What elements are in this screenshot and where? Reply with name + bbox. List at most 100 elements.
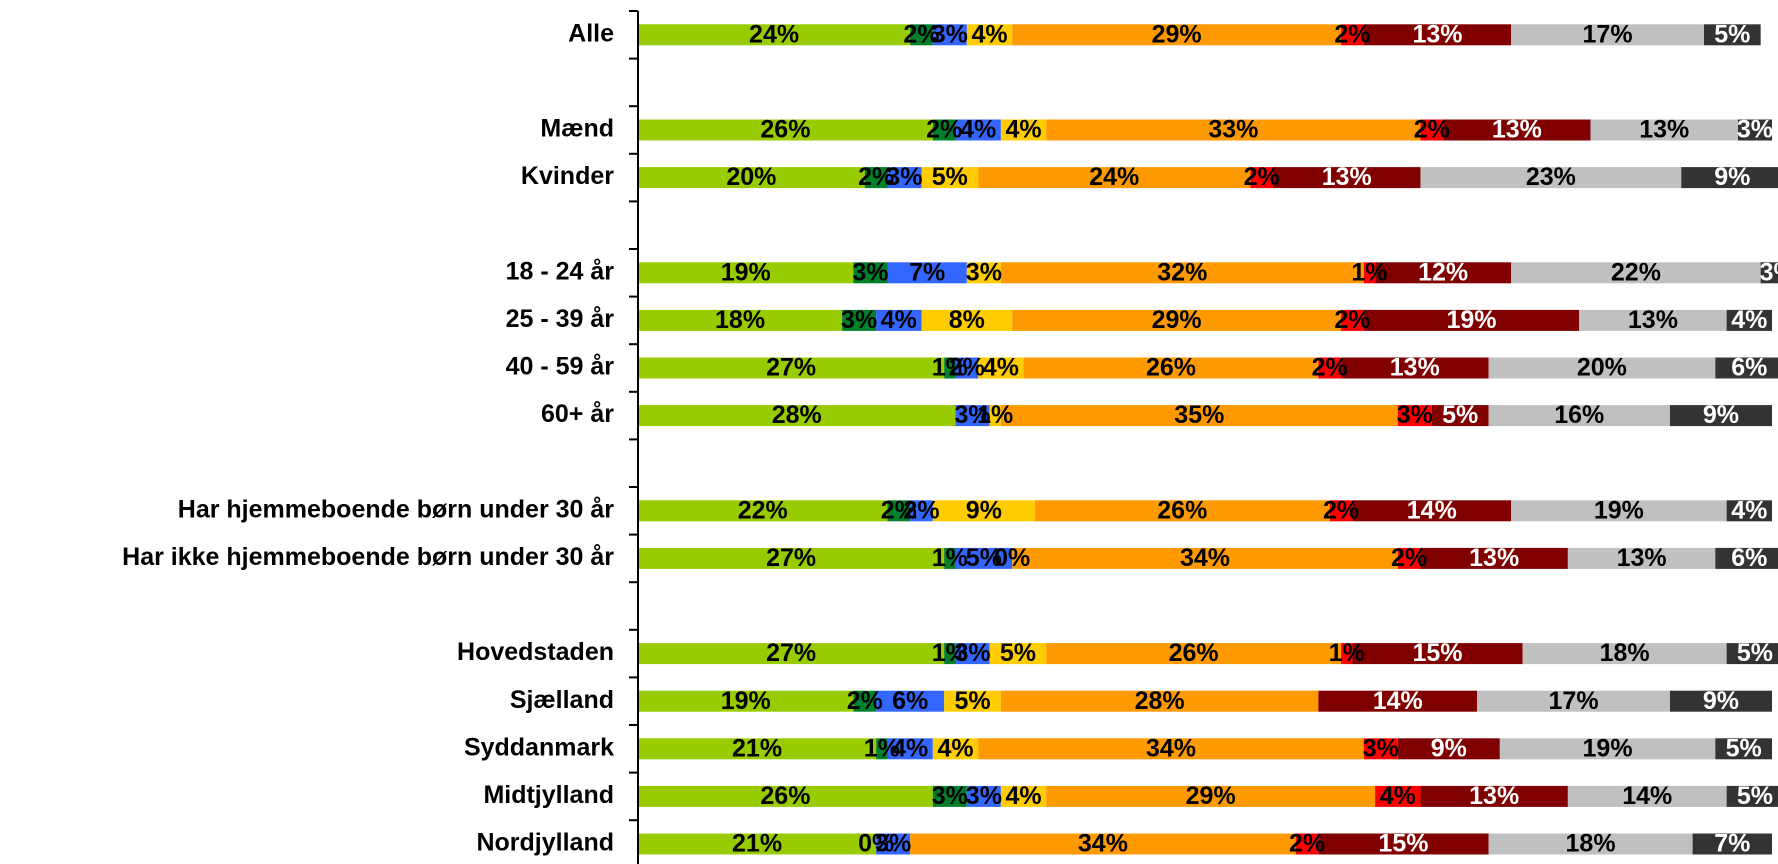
value-label: 2%	[949, 354, 985, 382]
bar-segment	[1352, 643, 1523, 665]
bar-segment	[955, 357, 979, 379]
value-label: 1%	[932, 354, 968, 382]
value-label: 2%	[881, 496, 917, 524]
bar-segment	[1715, 357, 1778, 379]
bar-segment	[1726, 643, 1778, 665]
y-tick-label: Har ikke hjemmeboende børn under 30 år	[122, 543, 614, 571]
value-label: 2%	[1289, 830, 1325, 858]
bar-segment	[932, 119, 956, 141]
value-label: 28%	[772, 401, 822, 429]
bar-segment	[955, 405, 990, 427]
bar-segment	[1012, 24, 1342, 46]
bar-segment	[966, 24, 1013, 46]
bar-segment	[1363, 738, 1398, 760]
bar-segment	[1318, 690, 1478, 712]
value-label: 13%	[1639, 116, 1689, 144]
bar-segment	[1012, 309, 1342, 331]
bar-segment	[638, 262, 854, 284]
bar-segment	[638, 738, 877, 760]
bar-segment	[944, 643, 956, 665]
bar-segment	[887, 262, 967, 284]
bar-segment	[1341, 357, 1489, 379]
bar-segment	[1522, 643, 1727, 665]
value-label: 1%	[977, 401, 1013, 429]
value-label: 34%	[1078, 830, 1128, 858]
value-label: 27%	[766, 354, 816, 382]
y-tick-label: Sjælland	[510, 686, 614, 714]
bar-segment	[1692, 833, 1772, 855]
bar-segment	[1590, 119, 1738, 141]
value-label: 3%	[886, 163, 922, 191]
y-tick-label: Alle	[568, 19, 614, 47]
value-label: 32%	[1157, 258, 1207, 286]
value-label: 3%	[966, 782, 1002, 810]
bar-segment	[1511, 262, 1761, 284]
bar-segment	[1000, 262, 1364, 284]
value-label: 29%	[1186, 782, 1236, 810]
value-label: 5%	[1442, 401, 1478, 429]
bar-segment	[638, 357, 945, 379]
bar-segment	[955, 547, 1013, 569]
value-label: 18%	[1566, 830, 1616, 858]
value-label: 13%	[1628, 306, 1678, 334]
value-label: 4%	[937, 734, 973, 762]
value-label: 14%	[1407, 496, 1457, 524]
bar-segment	[1477, 690, 1670, 712]
value-label: 13%	[1617, 544, 1667, 572]
value-label: 7%	[909, 258, 945, 286]
bar-segment	[1397, 547, 1421, 569]
value-label: 6%	[892, 687, 928, 715]
bar-segment	[1511, 500, 1727, 522]
bar-segment	[1341, 24, 1364, 46]
bar-segment	[1420, 167, 1682, 189]
bar-segment	[638, 547, 945, 569]
value-label: 13%	[1469, 544, 1519, 572]
value-label: 15%	[1378, 830, 1428, 858]
value-label: 1%	[1351, 258, 1387, 286]
bar-segment	[638, 309, 843, 331]
value-label: 1%	[932, 639, 968, 667]
value-label: 18%	[715, 306, 765, 334]
bar-segment	[1669, 690, 1772, 712]
y-tick-label: 25 - 39 år	[506, 305, 615, 333]
bar-segment	[1443, 119, 1591, 141]
value-label: 3%	[852, 258, 888, 286]
value-label: 19%	[721, 258, 771, 286]
bar-segment	[1295, 833, 1319, 855]
value-label: 5%	[966, 544, 1002, 572]
value-label: 4%	[892, 734, 928, 762]
value-label: 2%	[1334, 20, 1370, 48]
value-label: 14%	[1622, 782, 1672, 810]
bar-segment	[1726, 785, 1778, 807]
value-label: 13%	[1492, 116, 1542, 144]
value-label: 9%	[1714, 163, 1750, 191]
bar-segment	[910, 833, 1296, 855]
bar-segment	[955, 643, 990, 665]
bar-segment	[876, 738, 888, 760]
bar-segment	[978, 738, 1364, 760]
bar-segment	[921, 167, 979, 189]
bar-segment	[1567, 547, 1716, 569]
value-label: 3%	[954, 401, 990, 429]
bar-segment	[932, 24, 967, 46]
value-label: 12%	[1418, 258, 1468, 286]
y-tick-label: Kvinder	[521, 162, 614, 190]
value-label: 13%	[1469, 782, 1519, 810]
bar-segment	[1341, 643, 1353, 665]
bar-segment	[1488, 405, 1670, 427]
bar-segment	[638, 119, 933, 141]
value-label: 19%	[1594, 496, 1644, 524]
bar-segment	[966, 262, 1001, 284]
bar-segment	[1499, 738, 1716, 760]
value-label: 29%	[1152, 20, 1202, 48]
bar-segment	[932, 500, 1035, 522]
value-label: 17%	[1583, 20, 1633, 48]
bar-segment	[1681, 167, 1778, 189]
value-label: 3%	[954, 639, 990, 667]
bar-segment	[1726, 500, 1772, 522]
value-label: 2%	[858, 163, 894, 191]
value-label: 3%	[841, 306, 877, 334]
value-label: 14%	[1373, 687, 1423, 715]
value-label: 28%	[1135, 687, 1185, 715]
bar-segment	[1669, 405, 1772, 427]
